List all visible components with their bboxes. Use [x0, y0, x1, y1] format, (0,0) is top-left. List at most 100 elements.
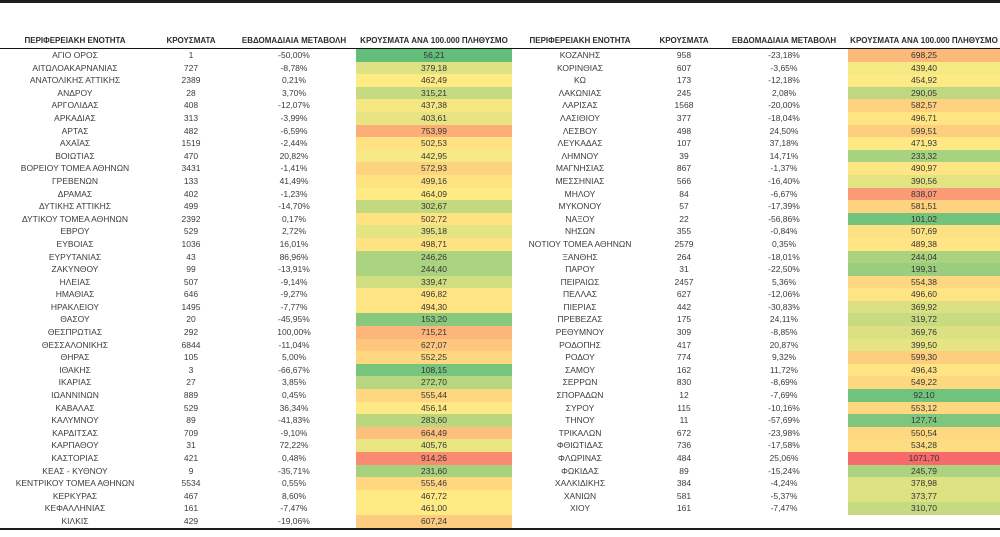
table-row: ΙΩΑΝΝΙΝΩΝ 889 0,45% 555,44 [0, 389, 512, 402]
cell-cases: 672 [676, 427, 692, 438]
cell-region: ΙΩΑΝΝΙΝΩΝ [51, 390, 99, 401]
cell-per-100k: 245,79 [848, 464, 1000, 478]
cell-per-100k: 108,15 [356, 363, 512, 377]
col-header-per-100k: ΚΡΟΥΣΜΑΤΑ ΑΝΑ 100.000 ΠΛΗΘΥΣΜΟ [356, 33, 512, 49]
cell-region: ΗΜΑΘΙΑΣ [55, 289, 95, 300]
cell-region: ΣΕΡΡΩΝ [562, 377, 598, 388]
table-row: ΚΕΦΑΛΛΗΝΙΑΣ 161 -7,47% 461,00 [0, 502, 512, 515]
cell-region: ΑΧΑΪΑΣ [59, 138, 91, 149]
cell-per-100k: 489,38 [848, 237, 1000, 251]
cell-per-100k: 502,72 [356, 212, 512, 226]
cell-weekly-change: 9,32% [771, 352, 797, 363]
cell-per-100k: 442,95 [356, 149, 512, 163]
table-row: ΣΕΡΡΩΝ 830 -8,69% 549,22 [512, 376, 1000, 390]
table-row: ΑΝΔΡΟΥ 28 3,70% 315,21 [0, 86, 512, 100]
col-header-per-100k: ΚΡΟΥΣΜΑΤΑ ΑΝΑ 100.000 ΠΛΗΘΥΣΜΟ [848, 33, 1000, 49]
table-row: ΔΥΤΙΚΗΣ ΑΤΤΙΚΗΣ 499 -14,70% 302,67 [0, 200, 512, 213]
table-row: ΗΛΕΙΑΣ 507 -9,14% 339,47 [0, 275, 512, 289]
cell-per-100k: 244,40 [356, 263, 512, 276]
cell-cases: 2579 [674, 238, 694, 249]
cell-weekly-change: -8,78% [280, 62, 308, 73]
table-row: ΔΡΑΜΑΣ 402 -1,23% 464,09 [0, 187, 512, 201]
cell-region: ΚΑΡΔΙΤΣΑΣ [52, 427, 98, 438]
cell-weekly-change: -13,91% [278, 264, 310, 275]
cell-region: ΧΙΟΥ [569, 503, 591, 514]
cell-per-100k: 233,32 [848, 149, 1000, 163]
cell-cases: 9 [188, 465, 194, 476]
cell-region: ΣΠΟΡΑΔΩΝ [556, 390, 604, 401]
cell-per-100k: 490,97 [848, 162, 1000, 175]
cell-cases: 470 [183, 150, 199, 161]
cell-cases: 727 [183, 62, 199, 73]
cell-cases: 442 [676, 301, 692, 312]
cell-region: ΑΡΓΟΛΙΔΑΣ [51, 100, 99, 111]
cell-per-100k: 302,67 [356, 200, 512, 213]
table-row: ΚΑΣΤΟΡΙΑΣ 421 0,48% 914,26 [0, 452, 512, 465]
cell-region: ΛΕΣΒΟΥ [562, 125, 598, 136]
cell-weekly-change: -41,83% [278, 415, 310, 426]
cell-cases: 889 [183, 390, 199, 401]
cell-region: ΚΕΑΣ - ΚΥΘΝΟΥ [42, 465, 108, 476]
cell-cases: 3431 [181, 163, 201, 174]
table-row: ΕΥΡΥΤΑΝΙΑΣ 43 86,96% 246,26 [0, 250, 512, 264]
cell-cases: 408 [183, 100, 199, 111]
cell-weekly-change: 24,50% [769, 125, 799, 136]
table-row: ΚΟΡΙΝΘΙΑΣ 607 -3,65% 439,40 [512, 61, 1000, 75]
cell-cases: 6844 [181, 339, 201, 350]
cell-region: ΑΡΚΑΔΙΑΣ [54, 112, 96, 123]
table-row: ΜΕΣΣΗΝΙΑΣ 566 -16,40% 390,56 [512, 174, 1000, 188]
table-row: ΗΡΑΚΛΕΙΟΥ 1495 -7,77% 494,30 [0, 300, 512, 314]
cell-per-100k: 319,72 [848, 313, 1000, 327]
cell-per-100k: 553,12 [848, 401, 1000, 415]
cell-per-100k: 555,44 [356, 389, 512, 402]
cell-cases: 1495 [181, 301, 201, 312]
cell-weekly-change: -7,47% [280, 503, 308, 514]
cell-region: ΑΙΤΩΛΟΑΚΑΡΝΑΝΙΑΣ [32, 62, 118, 73]
table-row: ΦΩΚΙΔΑΣ 89 -15,24% 245,79 [512, 464, 1000, 478]
table-row: ΘΑΣΟΥ 20 -45,95% 153,20 [0, 313, 512, 327]
table-row: ΛΕΣΒΟΥ 498 24,50% 599,51 [512, 124, 1000, 138]
cell-per-100k: 395,18 [356, 225, 512, 238]
cell-per-100k: 379,18 [356, 61, 512, 75]
cell-weekly-change: 37,18% [769, 138, 799, 149]
cell-weekly-change: -35,71% [278, 465, 310, 476]
cell-cases: 736 [676, 440, 692, 451]
cell-cases: 417 [676, 339, 692, 350]
table-row: ΜΑΓΝΗΣΙΑΣ 867 -1,37% 490,97 [512, 162, 1000, 175]
cell-per-100k: 456,14 [356, 401, 512, 415]
table-row: ΡΟΔΟΠΗΣ 417 20,87% 399,50 [512, 338, 1000, 352]
cell-per-100k: 471,93 [848, 137, 1000, 150]
cell-per-100k: 283,60 [356, 414, 512, 427]
cell-cases: 264 [676, 251, 692, 262]
cell-weekly-change: 24,11% [769, 314, 799, 325]
cell-region: ΡΟΔΟΠΗΣ [559, 339, 601, 350]
cell-cases: 43 [186, 251, 196, 262]
cell-weekly-change: -15,24% [768, 465, 800, 476]
table-row: ΠΑΡΟΥ 31 -22,50% 199,31 [512, 263, 1000, 276]
cell-region: ΠΑΡΟΥ [565, 264, 595, 275]
cell-region: ΛΑΚΩΝΙΑΣ [558, 87, 602, 98]
cell-weekly-change: -17,58% [768, 440, 800, 451]
table-row: ΡΟΔΟΥ 774 9,32% 599,30 [512, 351, 1000, 364]
cell-weekly-change: -12,06% [768, 289, 800, 300]
cell-per-100k: 555,46 [356, 477, 512, 490]
cell-cases: 830 [676, 377, 692, 388]
cell-region: ΑΡΤΑΣ [61, 125, 89, 136]
cell-cases: 99 [186, 264, 196, 275]
cell-cases: 39 [679, 150, 689, 161]
cell-per-100k: 454,92 [848, 74, 1000, 87]
cell-region: ΛΑΡΙΣΑΣ [562, 100, 598, 111]
cell-region: ΧΑΝΙΩΝ [563, 490, 597, 501]
cell-cases: 484 [676, 453, 692, 463]
cell-weekly-change: -5,37% [770, 490, 798, 501]
cell-weekly-change: -1,23% [280, 188, 308, 199]
table-row: ΜΗΛΟΥ 84 -6,67% 838,07 [512, 187, 1000, 201]
table-row: ΜΥΚΟΝΟΥ 57 -17,39% 581,51 [512, 200, 1000, 213]
cell-cases: 1519 [181, 138, 201, 149]
cell-cases: 2392 [181, 213, 201, 224]
cell-weekly-change: -9,10% [280, 427, 308, 438]
cell-per-100k: 582,57 [848, 99, 1000, 112]
col-header-cases: ΚΡΟΥΣΜΑΤΑ [150, 33, 232, 49]
table-row: ΝΗΣΩΝ 355 -0,84% 507,69 [512, 225, 1000, 238]
